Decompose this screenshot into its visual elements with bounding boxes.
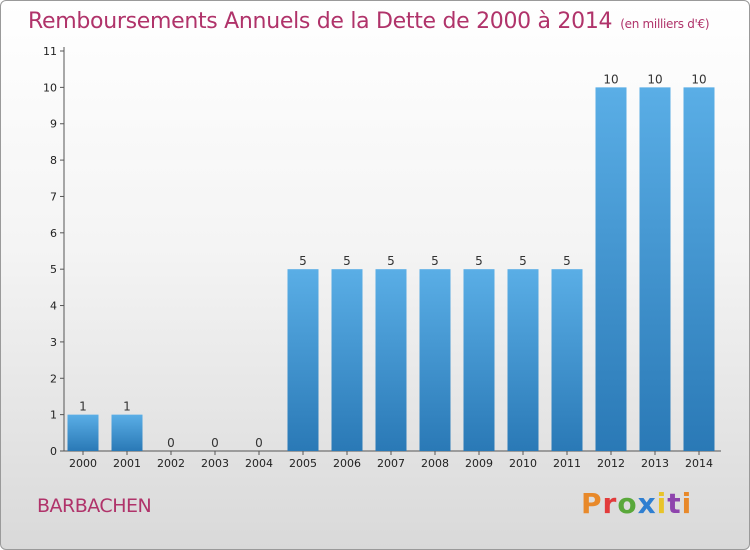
y-tick-label: 2	[50, 372, 57, 385]
bar	[639, 87, 671, 451]
brand-letter: t	[667, 487, 682, 520]
x-tick-label: 2008	[421, 457, 449, 470]
data-label: 5	[387, 254, 395, 268]
bar	[67, 414, 99, 451]
data-label: 5	[475, 254, 483, 268]
title-text: Remboursements Annuels de la Dette de 20…	[28, 9, 613, 34]
x-tick-label: 2001	[113, 457, 141, 470]
data-label: 10	[691, 72, 706, 86]
brand-letter: i	[681, 487, 693, 520]
data-label: 0	[211, 436, 219, 450]
x-tick-label: 2003	[201, 457, 229, 470]
data-label: 10	[603, 72, 618, 86]
bar	[111, 414, 143, 451]
data-label: 1	[123, 400, 131, 414]
y-tick-label: 0	[50, 445, 57, 458]
data-label: 5	[519, 254, 527, 268]
y-tick-label: 6	[50, 227, 57, 240]
bar	[595, 87, 627, 451]
brand-letter: i	[656, 487, 668, 520]
bar	[507, 269, 539, 451]
data-label: 5	[343, 254, 351, 268]
data-label: 0	[167, 436, 175, 450]
x-tick-label: 2004	[245, 457, 273, 470]
subtitle-text: (en milliers d'€)	[620, 17, 710, 31]
y-tick-label: 3	[50, 336, 57, 349]
x-tick-label: 2006	[333, 457, 361, 470]
y-tick-label: 11	[43, 45, 57, 58]
commune-name: BARBACHEN	[37, 495, 152, 517]
x-tick-label: 2012	[597, 457, 625, 470]
data-label: 5	[431, 254, 439, 268]
data-label: 10	[647, 72, 662, 86]
brand-letter: r	[602, 487, 618, 520]
x-tick-label: 2013	[641, 457, 669, 470]
data-label: 5	[563, 254, 571, 268]
y-tick-label: 8	[50, 154, 57, 167]
brand-letter: o	[617, 487, 638, 520]
y-tick-label: 9	[50, 118, 57, 131]
bar	[683, 87, 715, 451]
x-tick-label: 2007	[377, 457, 405, 470]
data-label: 0	[255, 436, 263, 450]
y-tick-label: 7	[50, 190, 57, 203]
x-tick-label: 2000	[69, 457, 97, 470]
x-tick-label: 2011	[553, 457, 581, 470]
bar	[331, 269, 363, 451]
x-tick-label: 2005	[289, 457, 317, 470]
bar	[287, 269, 319, 451]
bar	[419, 269, 451, 451]
y-tick-label: 10	[43, 81, 57, 94]
brand-letter: x	[637, 487, 657, 520]
x-tick-label: 2009	[465, 457, 493, 470]
proxiti-logo: Proxiti	[581, 487, 692, 520]
y-tick-label: 4	[50, 300, 57, 313]
x-tick-label: 2010	[509, 457, 537, 470]
bar	[551, 269, 583, 451]
bar	[463, 269, 495, 451]
brand-letter: P	[581, 487, 603, 520]
data-label: 5	[299, 254, 307, 268]
x-tick-label: 2002	[157, 457, 185, 470]
data-label: 1	[79, 400, 87, 414]
bar	[375, 269, 407, 451]
x-tick-label: 2014	[685, 457, 713, 470]
y-tick-label: 5	[50, 263, 57, 276]
y-tick-label: 1	[50, 409, 57, 422]
chart-title: Remboursements Annuels de la Dette de 20…	[28, 9, 710, 34]
